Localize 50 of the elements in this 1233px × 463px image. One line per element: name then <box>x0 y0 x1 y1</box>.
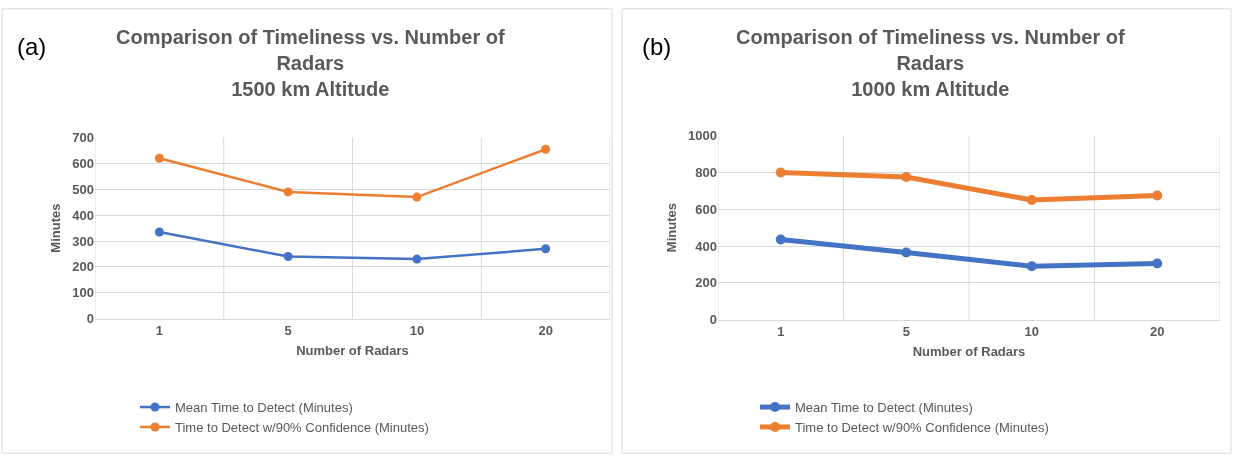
y-tick-label: 0 <box>709 312 717 328</box>
point <box>1152 190 1163 201</box>
point <box>1152 258 1163 269</box>
point <box>541 244 551 254</box>
y-tick-label: 100 <box>72 285 94 301</box>
point <box>154 227 164 237</box>
y-tick-label: 600 <box>695 201 717 217</box>
x-axis-title: Number of Radars <box>296 342 409 358</box>
point <box>541 144 551 154</box>
y-tick-label: 0 <box>86 311 94 327</box>
y-axis-title: Minutes <box>48 203 64 253</box>
y-tick-label: 500 <box>72 181 94 197</box>
point <box>154 153 164 163</box>
x-tick-label: 5 <box>284 323 292 339</box>
y-tick-label: 600 <box>72 156 94 172</box>
point <box>412 254 422 264</box>
y-tick-label: 700 <box>72 130 94 146</box>
x-tick-label: 1 <box>155 323 163 339</box>
x-tick-label: 20 <box>538 323 553 339</box>
x-tick-label: 5 <box>902 324 910 340</box>
point <box>775 167 786 178</box>
text: (a) <box>17 33 47 60</box>
y-tick-label: 800 <box>695 165 717 181</box>
y-tick-label: 400 <box>72 207 94 223</box>
point <box>775 234 786 245</box>
x-tick-label: 1 <box>777 324 785 340</box>
y-tick-label: 300 <box>72 233 94 249</box>
y-tick-label: 200 <box>695 275 717 291</box>
point <box>283 252 293 262</box>
chart-title: Comparison of Timeliness vs. Number of Radars 1500 km Altitude <box>116 26 505 100</box>
legend-label: Time to Detect w/90% Confidence (Minutes) <box>175 420 429 436</box>
point <box>1026 195 1037 206</box>
point <box>901 247 912 258</box>
legend-label: Mean Time to Detect (Minutes) <box>795 400 973 416</box>
point <box>901 172 912 183</box>
y-tick-label: 400 <box>695 238 717 254</box>
legend-label: Time to Detect w/90% Confidence (Minutes) <box>795 420 1049 436</box>
point <box>283 187 293 197</box>
x-tick-label: 20 <box>1150 324 1165 340</box>
legend-label: Mean Time to Detect (Minutes) <box>175 400 353 416</box>
y-tick-label: 200 <box>72 259 94 275</box>
x-tick-label: 10 <box>1024 324 1039 340</box>
point <box>412 192 422 202</box>
x-tick-label: 10 <box>409 323 425 339</box>
point <box>1026 261 1037 272</box>
text: (b) <box>642 33 672 60</box>
y-tick-label: 1000 <box>688 128 717 144</box>
y-axis-title: Minutes <box>664 203 680 253</box>
chart-title: Comparison of Timeliness vs. Number of Radars 1000 km Altitude <box>736 26 1125 100</box>
x-axis-title: Number of Radars <box>912 343 1026 359</box>
